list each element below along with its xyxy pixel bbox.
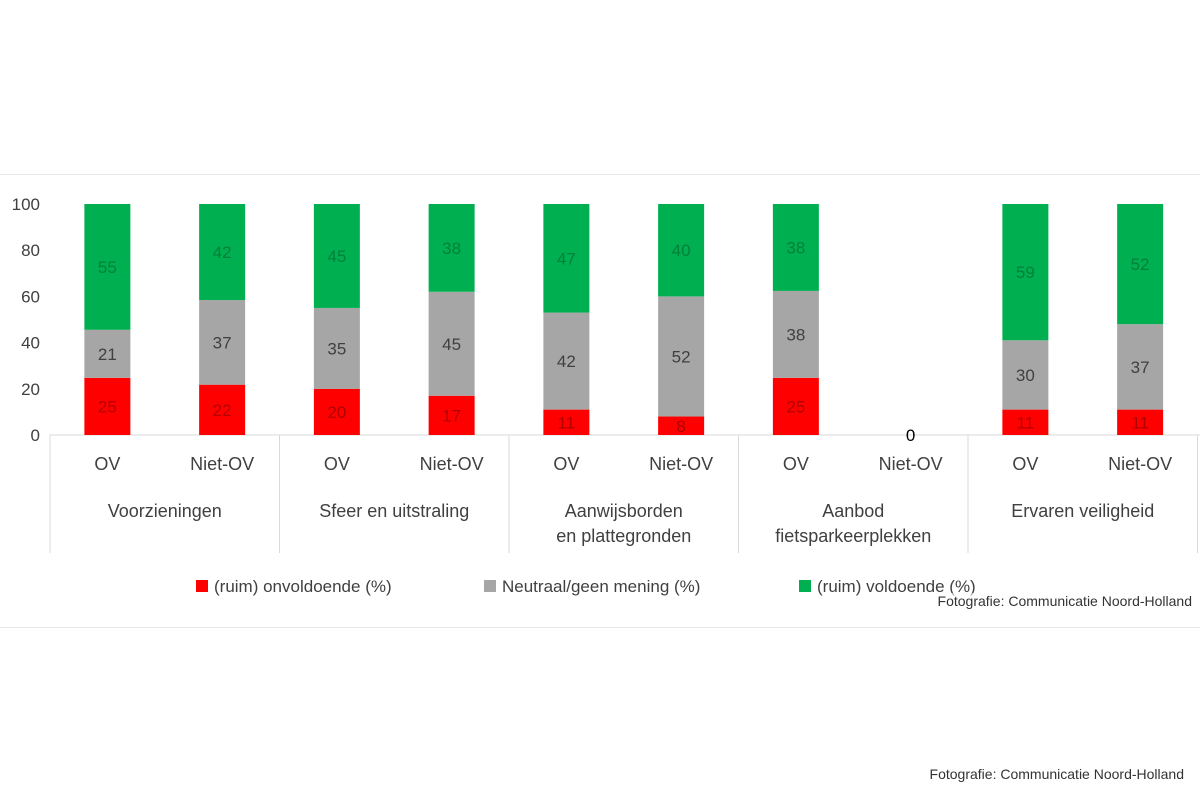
group-label: Sfeer en uitstraling <box>319 501 469 521</box>
data-label: 38 <box>786 325 805 344</box>
bar-segment <box>772 204 819 291</box>
x-tick-label: OV <box>783 454 809 474</box>
x-tick-label: Niet-OV <box>649 454 713 474</box>
bar-segment <box>428 395 475 435</box>
bar-segment <box>543 312 590 410</box>
photo-credit-overlay: Fotografie: Communicatie Noord-Holland <box>937 593 1192 609</box>
data-label: 21 <box>98 345 117 364</box>
x-tick-label: Niet-OV <box>420 454 484 474</box>
bar-segment <box>658 416 705 435</box>
data-label: 11 <box>1017 413 1035 432</box>
data-label: 37 <box>213 333 232 352</box>
data-label: 35 <box>327 339 346 358</box>
data-label: 40 <box>672 241 691 260</box>
bar-segment <box>658 296 705 417</box>
x-tick-label: Niet-OV <box>1108 454 1172 474</box>
bar-segment <box>428 204 475 292</box>
bar-segment <box>313 307 360 389</box>
bar-segment <box>772 290 819 378</box>
legend-swatch <box>799 580 811 592</box>
data-label: 25 <box>98 397 117 416</box>
group-label: Ervaren veiligheid <box>1011 501 1154 521</box>
data-label: 38 <box>442 239 461 258</box>
bar-segment <box>1002 340 1049 410</box>
x-tick-label: Niet-OV <box>879 454 943 474</box>
x-tick-label: OV <box>553 454 579 474</box>
data-label: 52 <box>672 347 691 366</box>
bar-segment <box>658 204 705 297</box>
legend-swatch <box>484 580 496 592</box>
bar-segment <box>84 329 131 378</box>
x-tick-label: OV <box>1012 454 1038 474</box>
data-label: 55 <box>98 258 117 277</box>
bar-segment <box>313 388 360 435</box>
stacked-bar-chart: 020406080100252155OV223742Niet-OVVoorzie… <box>12 195 1200 596</box>
bar-segment <box>543 409 590 435</box>
bar-segment <box>313 204 360 308</box>
data-label: 52 <box>1131 255 1150 274</box>
group-label: Voorzieningen <box>108 501 222 521</box>
group-label: Aanbod <box>822 501 884 521</box>
y-tick-label: 20 <box>21 380 40 399</box>
bar-segment <box>428 291 475 396</box>
data-label: 30 <box>1016 366 1035 385</box>
data-label: 25 <box>786 397 805 416</box>
data-label: 11 <box>558 413 576 432</box>
y-tick-label: 80 <box>21 241 40 260</box>
data-label: 47 <box>557 249 576 268</box>
bar-segment <box>84 204 131 330</box>
bar-segment <box>1117 409 1164 435</box>
group-label: en plattegronden <box>556 526 691 546</box>
y-tick-label: 0 <box>31 426 40 445</box>
data-label: 22 <box>213 401 232 420</box>
y-tick-label: 60 <box>21 287 40 306</box>
data-label: 45 <box>327 247 346 266</box>
legend-label: (ruim) voldoende (%) <box>817 577 976 596</box>
y-tick-label: 100 <box>12 195 40 214</box>
photo-credit: Fotografie: Communicatie Noord-Holland <box>929 766 1184 782</box>
x-tick-label: OV <box>94 454 120 474</box>
bar-segment <box>772 377 819 435</box>
data-label: 11 <box>1131 413 1149 432</box>
data-label: 59 <box>1016 263 1035 282</box>
group-label: fietsparkeerplekken <box>775 526 931 546</box>
data-label: 42 <box>557 352 576 371</box>
x-tick-label: Niet-OV <box>190 454 254 474</box>
x-tick-label: OV <box>324 454 350 474</box>
bar-segment <box>199 300 246 385</box>
data-label: 38 <box>786 238 805 257</box>
bar-segment <box>1002 204 1049 341</box>
data-label: 37 <box>1131 358 1150 377</box>
data-label: 20 <box>327 403 346 422</box>
chart-frame: 0 20 40 60 80 100 25 21 55 OV 22 37 42 Niet-OV Voorzie… <box>0 174 1200 628</box>
bar-segment <box>84 377 131 435</box>
data-label: 42 <box>213 243 232 262</box>
data-label: 8 <box>676 417 685 436</box>
data-label: 17 <box>442 406 461 425</box>
legend-label: (ruim) onvoldoende (%) <box>214 577 392 596</box>
data-label: 0 <box>906 426 915 445</box>
data-label: 45 <box>442 335 461 354</box>
legend-swatch <box>196 580 208 592</box>
y-tick-label: 40 <box>21 334 40 353</box>
bar-segment <box>1002 409 1049 435</box>
bar-segment <box>1117 324 1164 410</box>
bar-segment <box>1117 204 1164 325</box>
bar-segment <box>199 384 246 435</box>
bar-segment <box>199 204 246 301</box>
group-label: Aanwijsborden <box>565 501 683 521</box>
bar-segment <box>543 204 590 313</box>
legend-label: Neutraal/geen mening (%) <box>502 577 700 596</box>
